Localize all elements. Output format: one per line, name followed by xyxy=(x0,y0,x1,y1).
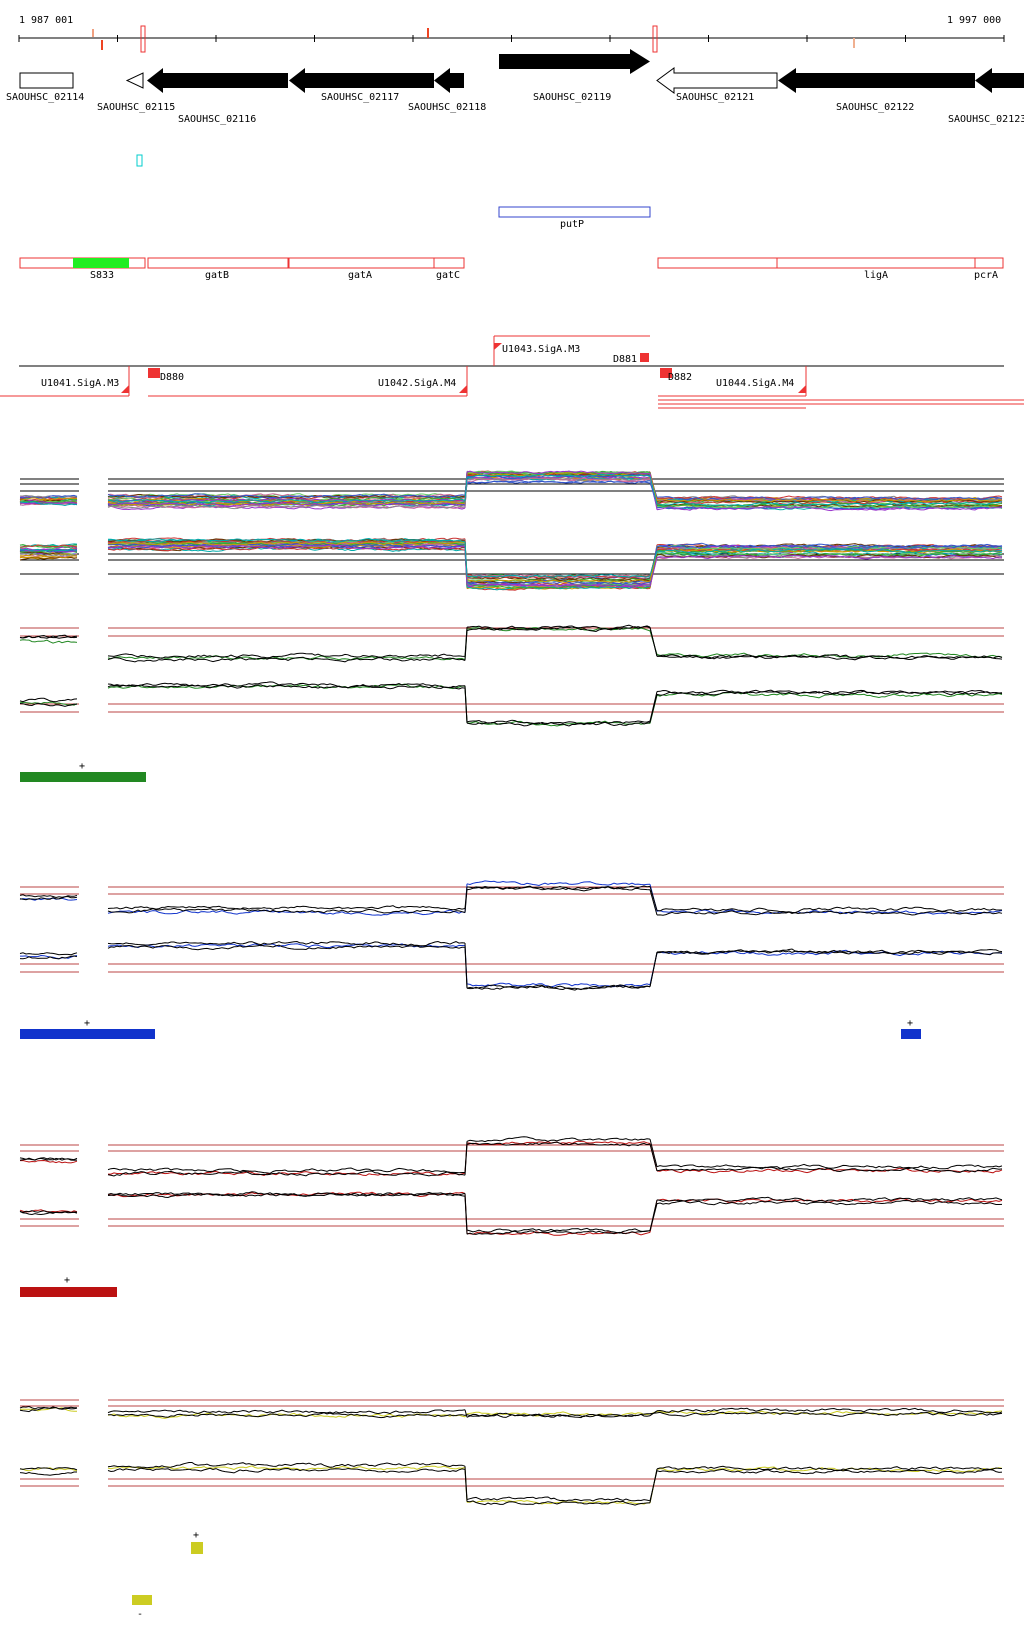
tu-label: U1042.SigA.M4 xyxy=(378,378,456,389)
pcra-box[interactable] xyxy=(974,257,1004,269)
gene-arrow-02115[interactable] xyxy=(125,72,144,89)
gatb-box[interactable] xyxy=(147,257,289,269)
expression-cluster-blue xyxy=(19,880,1004,991)
start-coordinate: 1 987 001 xyxy=(19,15,73,26)
expression-cluster-yellow xyxy=(19,1399,1004,1506)
gene-arrow-02123[interactable] xyxy=(975,68,1024,93)
cluster-bar-blue[interactable] xyxy=(20,1029,155,1039)
cluster-bar-yellow-plus[interactable] xyxy=(191,1542,203,1554)
tu-label: U1041.SigA.M3 xyxy=(41,378,119,389)
gene-arrow-02117[interactable] xyxy=(289,68,434,93)
gene-track: SAOUHSC_02114 SAOUHSC_02115 SAOUHSC_0211… xyxy=(6,49,1024,125)
operon-label: gatA xyxy=(348,270,372,281)
gene-arrow-02122[interactable] xyxy=(778,68,975,93)
coordinate-ruler: 1 987 001 1 997 000 xyxy=(18,15,1005,53)
strand-mark: - xyxy=(137,1609,143,1620)
tu-label: U1044.SigA.M4 xyxy=(716,378,794,389)
terminator-d881[interactable] xyxy=(640,353,649,362)
gene-label: SAOUHSC_02115 xyxy=(97,102,175,113)
terminator-label: D881 xyxy=(613,354,637,365)
operon-label: pcrA xyxy=(974,270,998,281)
terminator-label: D880 xyxy=(160,372,184,383)
cluster-bar-yellow-minus[interactable] xyxy=(132,1595,152,1605)
terminator-label: D882 xyxy=(668,372,692,383)
operon-label: gatC xyxy=(436,270,460,281)
gata-box[interactable] xyxy=(288,257,435,269)
expression-overview-panel xyxy=(19,470,1004,591)
operon-label: ligA xyxy=(864,270,888,281)
strand-mark: + xyxy=(193,1530,199,1541)
end-coordinate: 1 997 000 xyxy=(947,15,1001,26)
regulon-track: putP xyxy=(498,206,651,230)
gene-label: SAOUHSC_02121 xyxy=(676,92,754,103)
gene-label: SAOUHSC_02122 xyxy=(836,102,914,113)
strand-mark: + xyxy=(84,1018,90,1029)
gene-label: SAOUHSC_02119 xyxy=(533,92,611,103)
gene-arrow-02118[interactable] xyxy=(434,68,464,93)
tu-label: U1043.SigA.M3 xyxy=(502,344,580,355)
regulon-label: putP xyxy=(560,219,584,230)
gene-arrow-02119[interactable] xyxy=(499,49,650,74)
gene-arrow-02121[interactable] xyxy=(656,67,778,94)
gene-label: SAOUHSC_02117 xyxy=(321,92,399,103)
feature-marker[interactable] xyxy=(136,154,143,167)
gatc-box[interactable] xyxy=(433,257,465,269)
expression-cluster-green xyxy=(19,624,1004,727)
s833-box[interactable] xyxy=(73,258,129,268)
cluster-bars: + + + + + - xyxy=(20,761,921,1620)
terminator-d882[interactable] xyxy=(660,368,672,378)
gene-arrow-02114[interactable] xyxy=(19,72,74,89)
gene-label: SAOUHSC_02123 xyxy=(948,114,1024,125)
gene-label: SAOUHSC_02118 xyxy=(408,102,486,113)
operon-label: S833 xyxy=(90,270,114,281)
liga-box[interactable] xyxy=(776,257,976,269)
transcription-unit-track: U1043.SigA.M3 D881 U1041.SigA.M3 D880 U1… xyxy=(0,335,1024,409)
terminator-d880[interactable] xyxy=(148,368,160,378)
putp-box[interactable] xyxy=(498,206,651,218)
cluster-bar-red[interactable] xyxy=(20,1287,117,1297)
strand-mark: + xyxy=(907,1018,913,1029)
cluster-bar-green[interactable] xyxy=(20,772,146,782)
operon-track: S833 gatB gatA gatC ligA pcrA xyxy=(19,257,1004,281)
gene-label: SAOUHSC_02116 xyxy=(178,114,256,125)
strand-mark: + xyxy=(64,1275,70,1286)
gene-arrow-02116[interactable] xyxy=(147,68,288,93)
strand-mark: + xyxy=(79,761,85,772)
expression-cluster-red xyxy=(19,1136,1004,1236)
operon-label: gatB xyxy=(205,270,229,281)
cluster-bar-blue-2[interactable] xyxy=(901,1029,921,1039)
gene-label: SAOUHSC_02114 xyxy=(6,92,84,103)
